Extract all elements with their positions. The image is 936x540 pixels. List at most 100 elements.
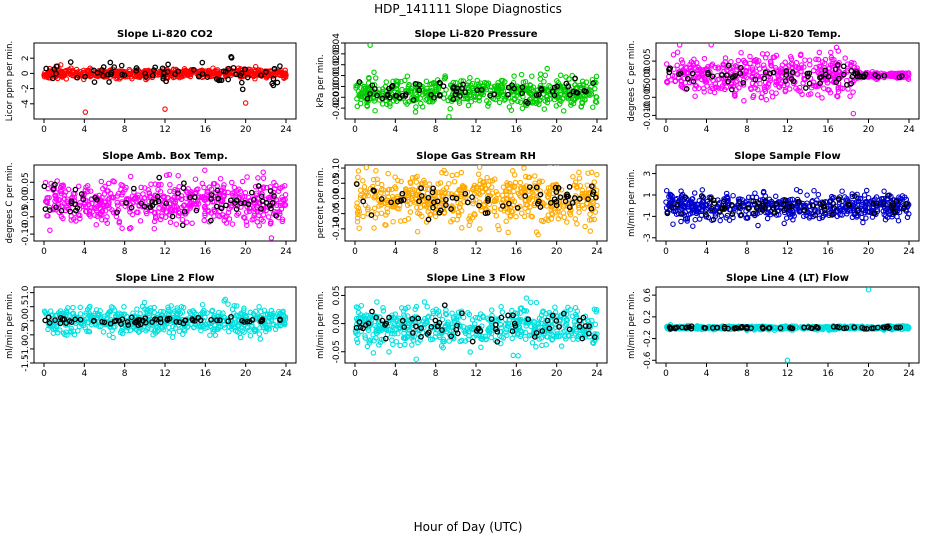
data-point bbox=[700, 85, 707, 92]
data-point bbox=[576, 169, 582, 176]
data-point-black bbox=[157, 315, 164, 322]
data-point bbox=[383, 222, 389, 228]
data-point bbox=[468, 82, 474, 88]
data-point bbox=[176, 328, 183, 335]
data-point-black bbox=[416, 87, 423, 94]
data-point bbox=[432, 190, 439, 196]
data-point bbox=[96, 311, 102, 318]
data-point bbox=[393, 98, 400, 105]
data-point bbox=[563, 336, 569, 342]
data-point-black bbox=[533, 92, 540, 99]
data-point bbox=[747, 53, 753, 60]
data-point bbox=[520, 93, 526, 100]
data-point bbox=[593, 99, 600, 105]
data-point-black bbox=[388, 199, 394, 206]
data-point-black bbox=[218, 77, 225, 84]
data-point bbox=[390, 218, 396, 225]
data-point bbox=[151, 309, 158, 316]
x-tick-label: 20 bbox=[863, 247, 875, 257]
data-point bbox=[354, 103, 361, 110]
data-point bbox=[804, 192, 810, 198]
data-point bbox=[241, 305, 247, 312]
data-point bbox=[747, 85, 754, 91]
panel-title: Slope Line 3 Flow bbox=[427, 273, 526, 284]
data-point bbox=[783, 64, 789, 71]
data-point bbox=[528, 213, 534, 219]
data-point bbox=[354, 339, 361, 346]
data-point bbox=[370, 350, 377, 356]
data-point-black bbox=[804, 70, 811, 77]
data-point-black bbox=[852, 193, 858, 199]
data-point bbox=[260, 324, 266, 331]
data-point bbox=[837, 207, 843, 214]
data-point bbox=[65, 186, 72, 193]
y-tick-label: 0.03 bbox=[332, 44, 342, 64]
data-point bbox=[241, 214, 247, 220]
data-point bbox=[53, 196, 60, 203]
data-point bbox=[393, 338, 400, 345]
data-point bbox=[155, 182, 162, 188]
data-point bbox=[105, 180, 112, 187]
data-point-black bbox=[114, 209, 120, 216]
x-tick-label: 4 bbox=[392, 369, 398, 379]
data-point-black bbox=[533, 184, 540, 191]
data-point bbox=[70, 328, 77, 334]
data-point bbox=[789, 196, 796, 203]
data-point-black bbox=[379, 95, 386, 102]
data-point-black bbox=[386, 85, 392, 92]
data-point bbox=[579, 95, 586, 102]
data-point bbox=[503, 329, 509, 335]
data-point-black bbox=[450, 96, 457, 103]
data-point bbox=[426, 98, 432, 105]
data-point-black bbox=[720, 198, 727, 205]
data-point bbox=[406, 99, 412, 105]
data-point bbox=[407, 180, 414, 186]
y-axis-label: ml/min per min. bbox=[627, 169, 637, 237]
panel-4: Slope Amb. Box Temp.0 4 8 12 16 20 24-0.10-0.0… bbox=[5, 151, 297, 257]
data-point bbox=[162, 214, 169, 220]
data-point bbox=[858, 201, 865, 208]
data-point bbox=[684, 70, 690, 77]
y-tick-label: 0 bbox=[21, 70, 31, 76]
data-point-black bbox=[172, 71, 178, 77]
data-point-black bbox=[818, 74, 825, 80]
data-point-black bbox=[67, 59, 74, 65]
data-point bbox=[239, 178, 246, 185]
data-point bbox=[579, 78, 586, 85]
data-point bbox=[167, 181, 173, 188]
data-point-black bbox=[214, 317, 220, 324]
data-point bbox=[509, 209, 516, 215]
outlier-point bbox=[162, 106, 168, 112]
data-point-black bbox=[402, 93, 409, 99]
data-point bbox=[802, 57, 808, 63]
data-point bbox=[882, 213, 889, 219]
data-point bbox=[476, 199, 483, 205]
y-tick-label: 1.0 bbox=[21, 285, 31, 300]
data-point bbox=[593, 73, 600, 80]
data-point-black bbox=[74, 74, 81, 81]
data-point bbox=[398, 178, 404, 185]
data-point bbox=[256, 222, 262, 229]
data-point-black bbox=[269, 199, 276, 206]
data-point bbox=[815, 191, 822, 198]
data-point bbox=[839, 212, 845, 218]
data-point bbox=[677, 200, 683, 207]
data-point bbox=[667, 193, 674, 199]
data-point bbox=[453, 80, 459, 86]
y-tick-label: -1.0 bbox=[21, 340, 31, 358]
data-point bbox=[119, 330, 126, 337]
data-point-black bbox=[233, 197, 240, 204]
data-point bbox=[257, 336, 264, 342]
data-point bbox=[767, 77, 773, 84]
data-point-black bbox=[389, 82, 396, 89]
data-point bbox=[480, 91, 487, 98]
data-point-black bbox=[267, 188, 274, 194]
data-point bbox=[800, 213, 807, 220]
data-point-black bbox=[519, 90, 525, 97]
x-tick-label: 24 bbox=[280, 125, 292, 135]
y-tick-label: 0.05 bbox=[332, 285, 342, 305]
data-point bbox=[807, 61, 813, 68]
data-point bbox=[557, 72, 564, 79]
data-point bbox=[362, 335, 369, 341]
